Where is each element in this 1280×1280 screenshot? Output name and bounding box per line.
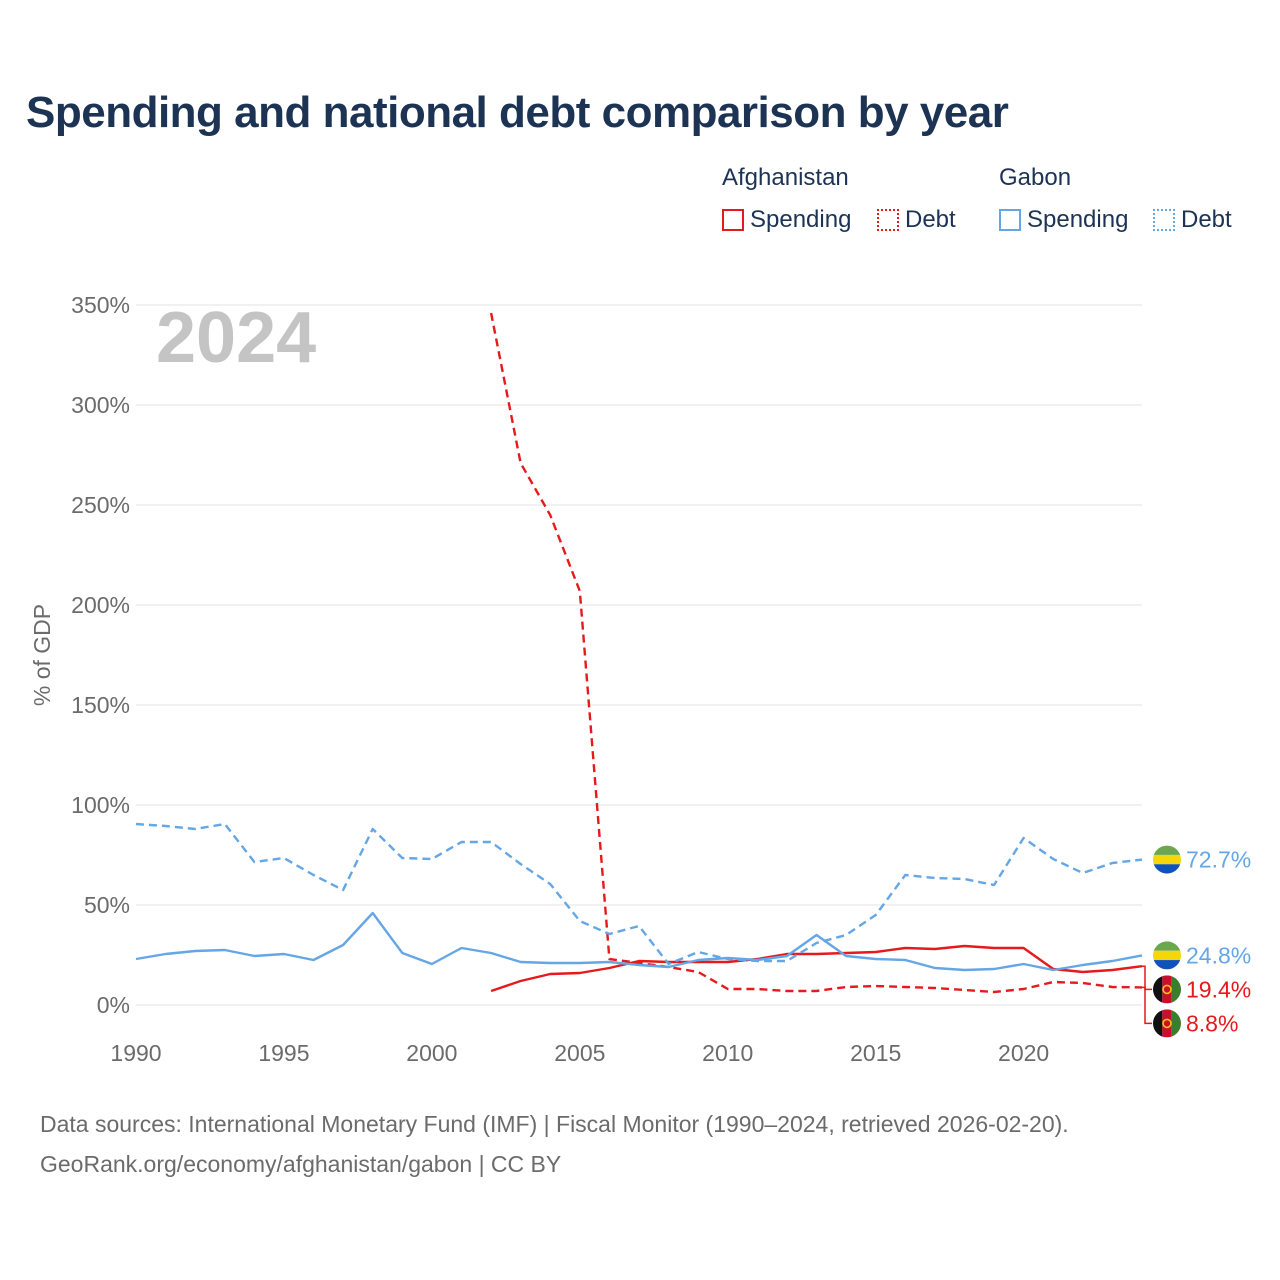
gabon-flag-icon (1153, 845, 1181, 874)
solid-line-swatch-icon (722, 209, 744, 231)
y-axis-label: % of GDP (29, 604, 55, 706)
legend-gabon-spending[interactable]: Spending (999, 204, 1128, 236)
x-tick-label: 2005 (554, 1040, 605, 1066)
legend-gabon-title: Gabon (999, 164, 1072, 191)
series-line-gabon-spending (135, 911, 1143, 972)
legend-afghanistan-spending[interactable]: Spending (722, 204, 851, 236)
dotted-line-swatch-icon (877, 209, 899, 231)
end-value-label: 8.8% (1186, 1010, 1238, 1036)
end-value-label: 19.4% (1186, 976, 1251, 1002)
y-tick-label: 200% (71, 592, 130, 618)
legend-afghanistan-debt[interactable]: Debt (877, 204, 956, 236)
y-tick-label: 150% (71, 692, 130, 718)
legend-label: Spending (750, 206, 852, 233)
x-tick-label: 2020 (998, 1040, 1049, 1066)
x-tick-label: 2000 (406, 1040, 457, 1066)
end-value-label: 72.7% (1186, 847, 1251, 873)
attribution-link[interactable]: GeoRank.org/economy/afghanistan/gabon | … (40, 1151, 562, 1177)
end-label-connector (1142, 965, 1152, 991)
y-tick-label: 50% (84, 892, 130, 918)
x-tick-label: 2015 (850, 1040, 901, 1066)
y-tick-label: 350% (71, 292, 130, 318)
series-line-gabon-debt (135, 822, 1143, 966)
y-tick-label: 300% (71, 392, 130, 418)
series-line-afghanistan-spending (490, 944, 1143, 993)
legend-label: Debt (1181, 206, 1232, 233)
legend-label: Debt (905, 206, 956, 233)
x-tick-label: 2010 (702, 1040, 753, 1066)
gabon-flag-icon (1153, 941, 1181, 970)
legend-gabon-debt[interactable]: Debt (1153, 204, 1232, 236)
end-label-connector (1142, 986, 1152, 1025)
x-tick-label: 1990 (110, 1040, 161, 1066)
end-value-label: 24.8% (1186, 942, 1251, 968)
y-tick-label: 250% (71, 492, 130, 518)
year-watermark: 2024 (156, 298, 316, 378)
dotted-line-swatch-icon (1153, 209, 1175, 231)
afghanistan-flag-icon (1153, 975, 1181, 1004)
series-line-afghanistan-debt (489, 312, 1143, 994)
y-tick-label: 0% (97, 992, 130, 1018)
data-source-note: Data sources: International Monetary Fun… (40, 1111, 1069, 1137)
legend-label: Spending (1027, 206, 1129, 233)
x-tick-label: 1995 (258, 1040, 309, 1066)
footer: Data sources: International Monetary Fun… (40, 1104, 1069, 1184)
solid-line-swatch-icon (999, 209, 1021, 231)
afghanistan-flag-icon (1153, 1009, 1181, 1038)
chart-title: Spending and national debt comparison by… (26, 88, 1009, 137)
y-tick-label: 100% (71, 792, 130, 818)
legend-afghanistan-title: Afghanistan (722, 164, 849, 191)
